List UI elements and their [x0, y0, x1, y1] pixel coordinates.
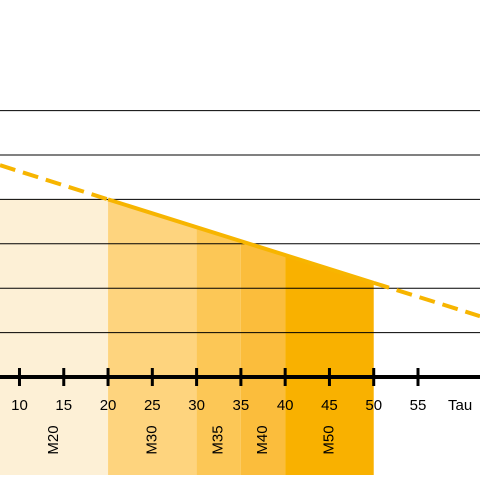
- zone: [285, 254, 374, 475]
- zone-label: M20: [45, 425, 62, 454]
- line-segment: [107, 197, 375, 285]
- zone-label: M35: [210, 425, 227, 454]
- x-tick-label: 25: [144, 397, 161, 414]
- zone-label: M50: [320, 425, 337, 454]
- x-tick-label: 35: [233, 397, 250, 414]
- x-axis-label: Tau: [448, 397, 472, 414]
- zone-label: M30: [143, 425, 160, 454]
- zone: [0, 199, 109, 475]
- x-tick-label: 50: [365, 397, 382, 414]
- line-segment: [0, 163, 109, 202]
- zone-label: M40: [254, 425, 271, 454]
- line-segment: [373, 280, 480, 319]
- zone: [196, 227, 241, 475]
- x-tick-label: 20: [100, 397, 117, 414]
- x-tick-label: 30: [188, 397, 205, 414]
- zone: [108, 199, 197, 475]
- x-tick-label: 40: [277, 397, 294, 414]
- x-tick-label: 15: [55, 397, 72, 414]
- x-tick-label: 55: [410, 397, 427, 414]
- x-tick-label: 45: [321, 397, 338, 414]
- zone: [240, 241, 286, 475]
- x-tick-label: 10: [11, 397, 28, 414]
